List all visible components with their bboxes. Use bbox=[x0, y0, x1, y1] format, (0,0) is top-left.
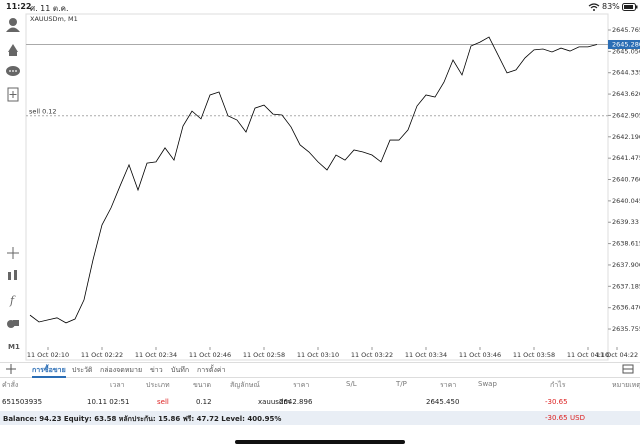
tab[interactable]: ข่าว bbox=[150, 366, 163, 374]
tab-bar bbox=[0, 362, 640, 378]
column-header: S/L bbox=[346, 380, 357, 388]
y-tick-label: 2637.900 bbox=[612, 261, 640, 269]
chart-type-icon[interactable] bbox=[8, 270, 17, 280]
add-button[interactable] bbox=[6, 364, 16, 374]
y-tick-label: 2635.755 bbox=[612, 325, 640, 333]
cell-profit: -30.65 bbox=[545, 398, 568, 406]
battery-icon bbox=[622, 3, 638, 11]
wifi-icon bbox=[588, 3, 600, 11]
column-header: ประเภท bbox=[146, 381, 170, 389]
column-header: ราคา bbox=[293, 381, 310, 389]
left-toolbar: f bbox=[6, 18, 20, 328]
indicator-icon[interactable]: f bbox=[9, 294, 16, 307]
order-label: sell 0.12 bbox=[29, 108, 57, 116]
status-date: ศ. 11 ต.ค. bbox=[30, 4, 69, 13]
x-tick-label: 11 Oct 03:10 bbox=[297, 351, 339, 359]
column-header: กำไร bbox=[550, 381, 566, 389]
y-tick-label: 2645.765 bbox=[612, 26, 640, 34]
objects-icon[interactable] bbox=[7, 320, 19, 328]
plot-area bbox=[25, 13, 609, 361]
x-tick-label: 11 Oct 04:22 bbox=[596, 351, 638, 359]
y-tick-label: 2642.190 bbox=[612, 133, 640, 141]
y-tick-label: 2640.760 bbox=[612, 176, 640, 184]
x-tick-label: 11 Oct 02:10 bbox=[27, 351, 69, 359]
x-tick-label: 11 Oct 02:22 bbox=[81, 351, 123, 359]
cell-type: sell bbox=[157, 398, 169, 406]
summary-bar bbox=[0, 411, 640, 425]
column-header: เวลา bbox=[110, 381, 125, 389]
y-tick-label: 2639.33 bbox=[612, 218, 639, 226]
y-tick-label: 2640.045 bbox=[612, 197, 640, 205]
cell-current-price: 2645.450 bbox=[426, 398, 460, 406]
x-tick-label: 11 Oct 02:58 bbox=[243, 351, 285, 359]
x-tick-label: 11 Oct 03:46 bbox=[459, 351, 501, 359]
column-header: หมายเหตุ bbox=[612, 381, 640, 389]
y-tick-label: 2641.475 bbox=[612, 154, 640, 162]
y-tick-label: 2638.615 bbox=[612, 240, 640, 248]
price-tag bbox=[608, 39, 640, 49]
cell-order: 651503935 bbox=[2, 398, 43, 406]
cell-symbol: xauusdm bbox=[258, 398, 291, 406]
y-tick-label: 2645.050 bbox=[612, 47, 640, 55]
column-header: ขนาด bbox=[193, 381, 212, 389]
cell-time: 10.11 02:51 bbox=[87, 398, 130, 406]
chat-icon[interactable] bbox=[6, 66, 20, 76]
price-line-series bbox=[29, 36, 598, 324]
column-header: คำสั่ง bbox=[2, 381, 19, 389]
total-profit: -30.65 bbox=[545, 414, 568, 422]
y-tick-label: 2636.470 bbox=[612, 304, 640, 312]
cell-price: 2642.896 bbox=[279, 398, 313, 406]
symbol-label: XAUUSDm, M1 bbox=[30, 15, 78, 23]
column-header: T/P bbox=[396, 380, 407, 388]
tab[interactable]: บันทึก bbox=[171, 366, 190, 374]
layout-button[interactable] bbox=[622, 364, 634, 374]
x-tick-label: 11 Oct 02:34 bbox=[135, 351, 177, 359]
crosshair-icon[interactable] bbox=[7, 247, 19, 259]
y-tick-label: 2637.185 bbox=[612, 282, 640, 290]
battery-level: 83% bbox=[602, 2, 620, 11]
tab[interactable]: การตั้งค่า bbox=[197, 366, 226, 374]
x-tick-label: 11 Oct 03:34 bbox=[405, 351, 447, 359]
y-tick-label: 2644.335 bbox=[612, 69, 640, 77]
price-label: 2645.280 bbox=[612, 40, 640, 48]
status-time: 11:22 bbox=[6, 2, 32, 11]
account-icon[interactable] bbox=[6, 18, 20, 32]
y-tick-label: 2642.905 bbox=[612, 111, 640, 119]
timeframe-button[interactable]: M1 bbox=[8, 343, 20, 351]
chart: XAUUSDm, M1 2645.765 2645.050 2644.335 2643… bbox=[25, 13, 640, 361]
column-header: สัญลักษณ์ bbox=[230, 381, 260, 389]
tab[interactable]: กล่องจดหมาย bbox=[100, 366, 143, 374]
x-tick-label: 11 Oct 03:58 bbox=[513, 351, 555, 359]
home-indicator bbox=[235, 440, 405, 444]
tab[interactable]: การซื้อขาย bbox=[32, 365, 66, 378]
tab[interactable]: ประวัติ bbox=[72, 366, 93, 374]
column-header: Swap bbox=[478, 380, 497, 388]
currency: USD bbox=[570, 414, 585, 422]
x-tick-label: 11 Oct 02:46 bbox=[189, 351, 231, 359]
column-header: ราคา bbox=[440, 381, 457, 389]
x-tick-label: 11 Oct 04:10 bbox=[567, 351, 609, 359]
trade-icon[interactable] bbox=[8, 44, 18, 56]
account-summary: Balance: 94.23 Equity: 63.58 หลักประกัน:… bbox=[3, 415, 282, 423]
cell-volume: 0.12 bbox=[196, 398, 212, 406]
x-tick-label: 11 Oct 03:22 bbox=[351, 351, 393, 359]
new-order-icon[interactable] bbox=[7, 87, 19, 102]
y-tick-label: 2643.620 bbox=[612, 90, 640, 98]
svg-text:f: f bbox=[9, 294, 16, 307]
